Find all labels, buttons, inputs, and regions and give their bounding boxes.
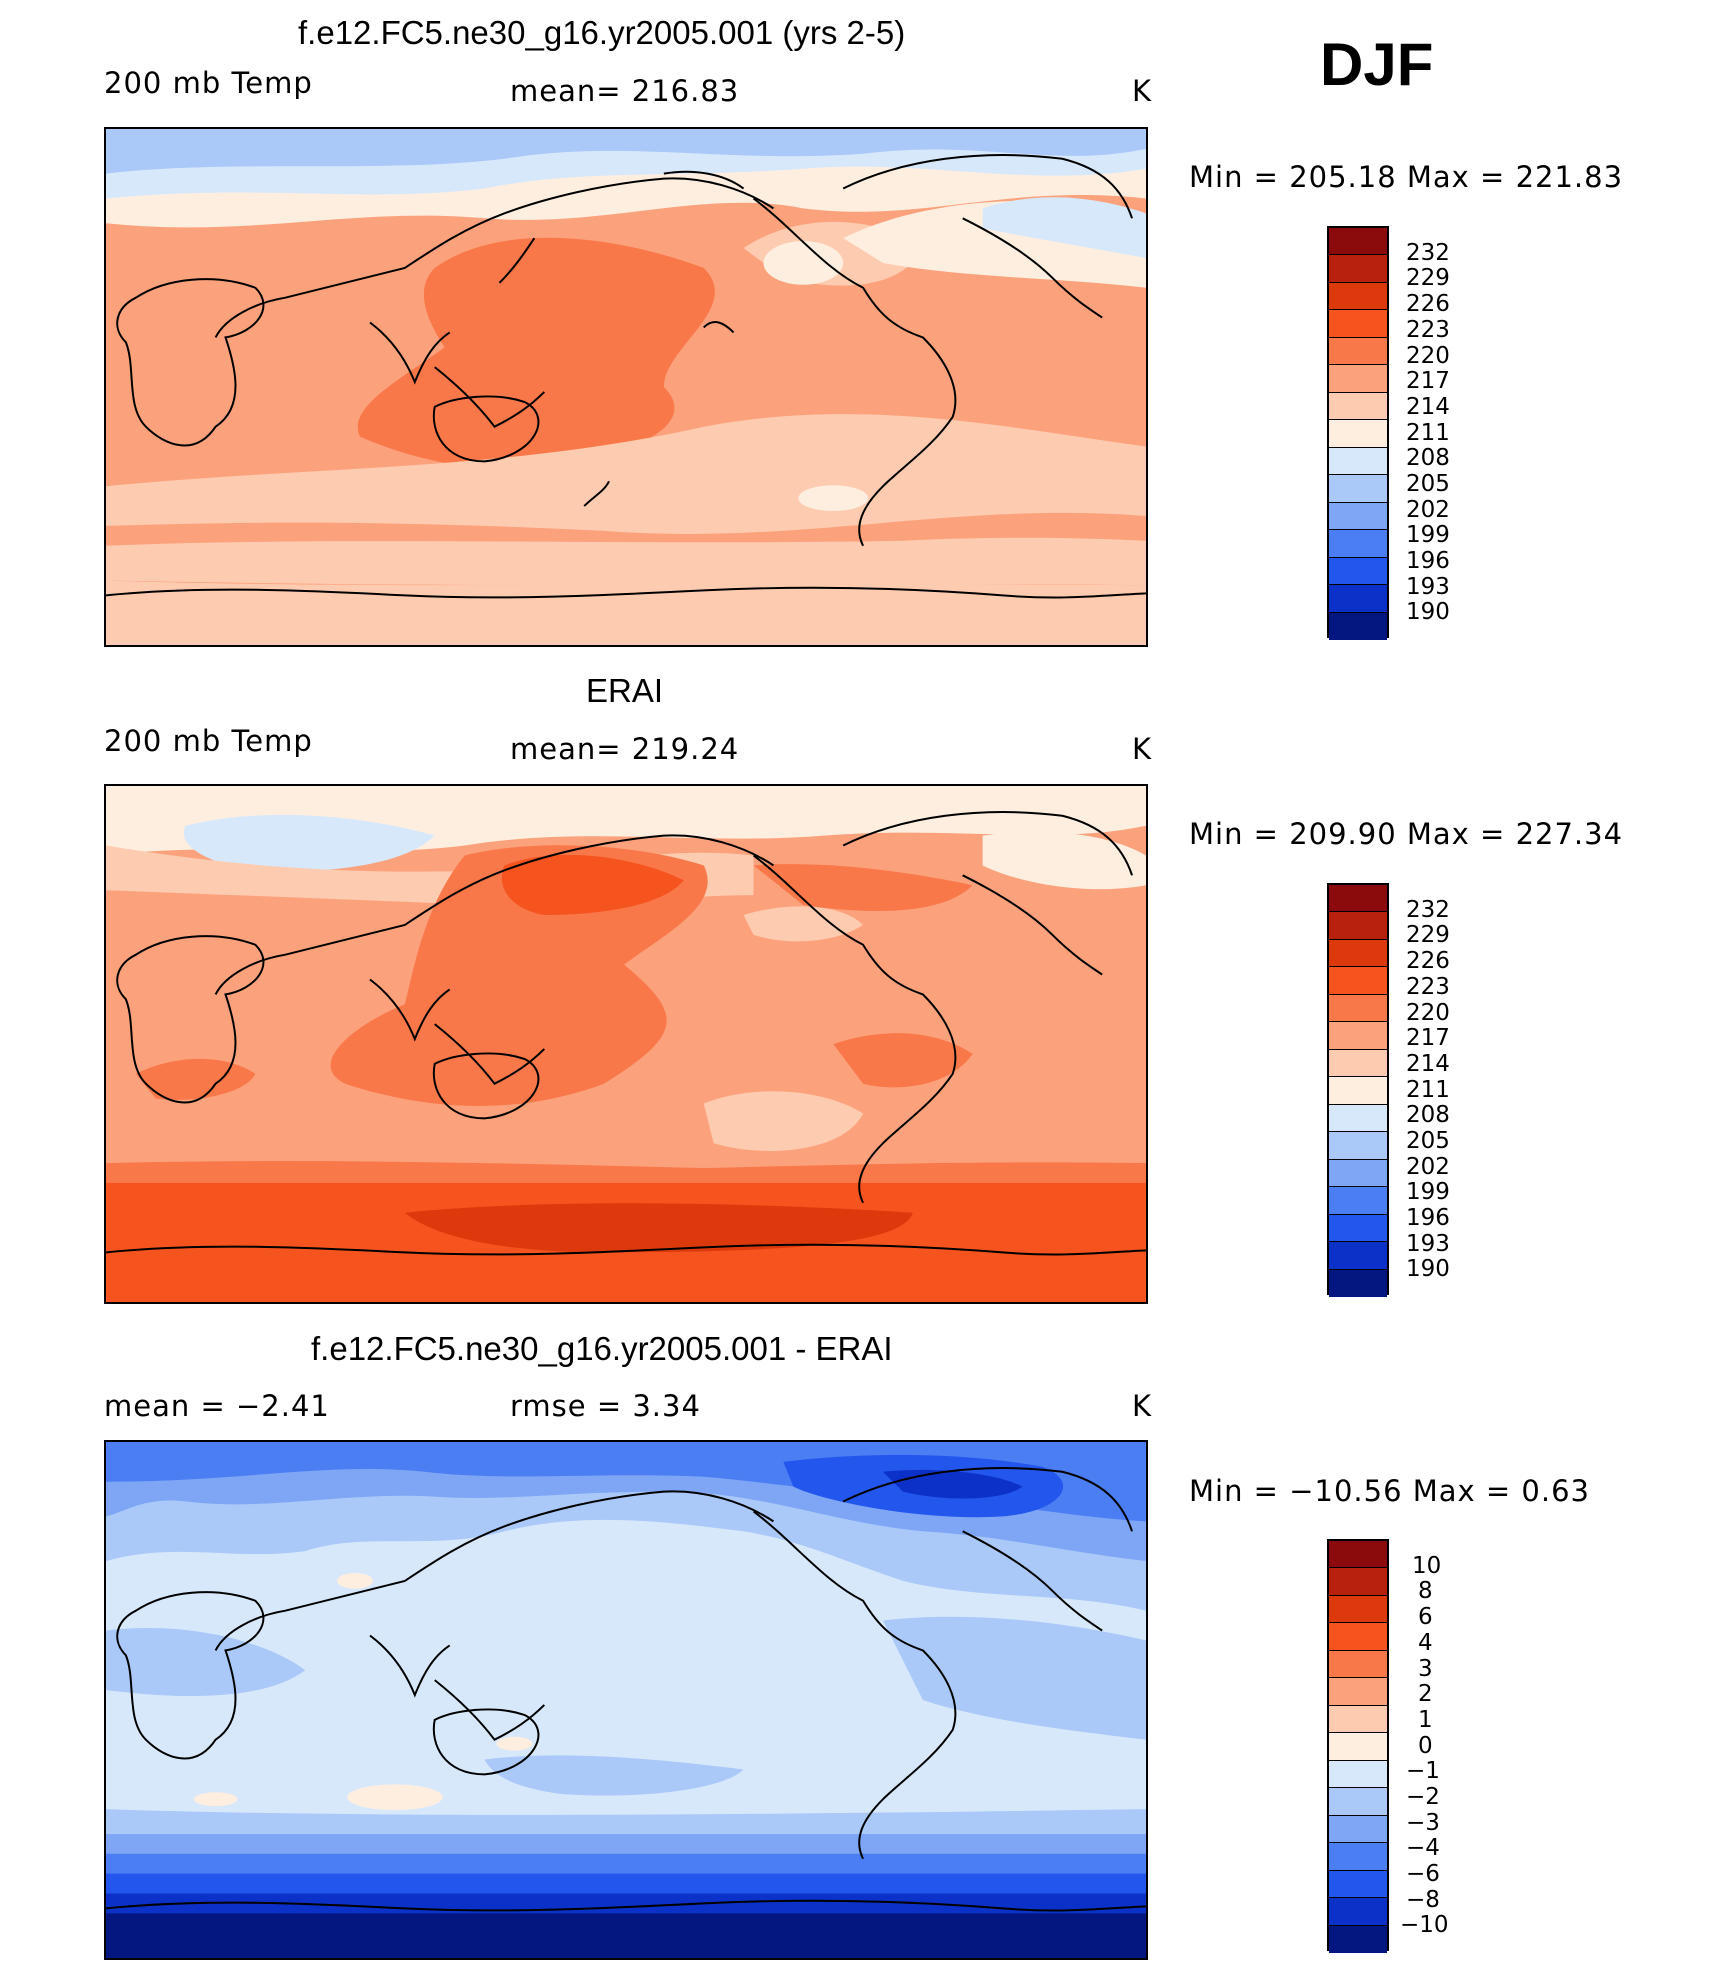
panel-3-map [104,1440,1148,1960]
panel-1-map [104,127,1148,647]
panel-1-units-label: K [1132,74,1153,108]
panel-1-colorbar-tick: 217 [1406,368,1450,394]
panel-2-colorbar-tick: 220 [1406,1000,1450,1026]
panel-1-min-max-label: Min = 205.18 Max = 221.83 [1189,160,1624,194]
panel-3-colorbar-tick: 8 [1418,1578,1433,1604]
panel-3-colorbar-tick: 0 [1418,1733,1433,1759]
panel-3-colorbar [1327,1539,1389,1954]
panel-3-colorbar-tick: 4 [1418,1630,1433,1656]
panel-2-colorbar-tick: 208 [1406,1102,1450,1128]
panel-1-colorbar-tick: 223 [1406,317,1450,343]
panel-1-colorbar-tick: 202 [1406,497,1450,523]
panel-2-mean-label: mean= 219.24 [510,732,740,766]
panel-3-mean-label: mean = −2.41 [104,1389,330,1423]
panel-3-colorbar-tick: 1 [1418,1707,1433,1733]
panel-1-colorbar-tick: 229 [1406,265,1450,291]
panel-2-colorbar-tick: 229 [1406,922,1450,948]
panel-3-units-label: K [1132,1389,1153,1423]
panel-1-variable-label: 200 mb Temp [104,66,313,100]
panel-2-min-max-label: Min = 209.90 Max = 227.34 [1189,817,1624,851]
panel-1-colorbar-tick: 211 [1406,420,1450,446]
panel-1-colorbar-tick: 199 [1406,522,1450,548]
panel-3-colorbar-tick: 3 [1418,1656,1433,1682]
panel-1-colorbar-tick: 193 [1406,574,1450,600]
panel-1-colorbar-tick: 190 [1406,599,1450,625]
panel-1-colorbar-tick: 232 [1406,240,1450,266]
panel-3-min-max-label: Min = −10.56 Max = 0.63 [1189,1474,1590,1508]
panel-3-colorbar-tick: −10 [1400,1912,1449,1938]
panel-2-title: ERAI [586,672,664,709]
panel-3-colorbar-tick: 2 [1418,1681,1433,1707]
panel-3-colorbar-tick: 10 [1412,1553,1442,1579]
panel-3-rmse-label: rmse = 3.34 [510,1389,701,1423]
panel-1-colorbar-tick: 226 [1406,291,1450,317]
panel-3-title: f.e12.FC5.ne30_g16.yr2005.001 - ERAI [311,1330,893,1367]
season-label: DJF [1320,31,1434,98]
panel-1-colorbar-tick: 196 [1406,548,1450,574]
panel-1-colorbar-tick: 214 [1406,394,1450,420]
panel-2-colorbar [1327,883,1389,1298]
panel-1-colorbar-tick: 220 [1406,343,1450,369]
panel-3-colorbar-tick: −8 [1406,1887,1440,1913]
panel-3-colorbar-tick: 6 [1418,1604,1433,1630]
panel-1-colorbar-tick: 205 [1406,471,1450,497]
panel-2-colorbar-tick: 193 [1406,1231,1450,1257]
panel-2-colorbar-tick: 196 [1406,1205,1450,1231]
panel-1-mean-label: mean= 216.83 [510,74,740,108]
panel-1-colorbar [1327,226,1389,641]
panel-3-colorbar-tick: −1 [1406,1758,1440,1784]
panel-2-colorbar-tick: 190 [1406,1256,1450,1282]
panel-2-colorbar-tick: 217 [1406,1025,1450,1051]
panel-3-colorbar-tick: −2 [1406,1784,1440,1810]
panel-1-title: f.e12.FC5.ne30_g16.yr2005.001 (yrs 2-5) [298,14,906,51]
panel-2-colorbar-tick: 232 [1406,897,1450,923]
panel-3-colorbar-tick: −4 [1406,1835,1440,1861]
panel-2-colorbar-tick: 202 [1406,1154,1450,1180]
panel-2-colorbar-tick: 223 [1406,974,1450,1000]
panel-2-colorbar-tick: 226 [1406,948,1450,974]
panel-1-colorbar-tick: 208 [1406,445,1450,471]
panel-3-colorbar-tick: −6 [1406,1861,1440,1887]
panel-3-colorbar-tick: −3 [1406,1810,1440,1836]
panel-2-colorbar-tick: 211 [1406,1077,1450,1103]
panel-2-variable-label: 200 mb Temp [104,724,313,758]
panel-2-map [104,784,1148,1304]
panel-2-colorbar-tick: 199 [1406,1179,1450,1205]
panel-2-units-label: K [1132,732,1153,766]
panel-2-colorbar-tick: 214 [1406,1051,1450,1077]
panel-2-colorbar-tick: 205 [1406,1128,1450,1154]
